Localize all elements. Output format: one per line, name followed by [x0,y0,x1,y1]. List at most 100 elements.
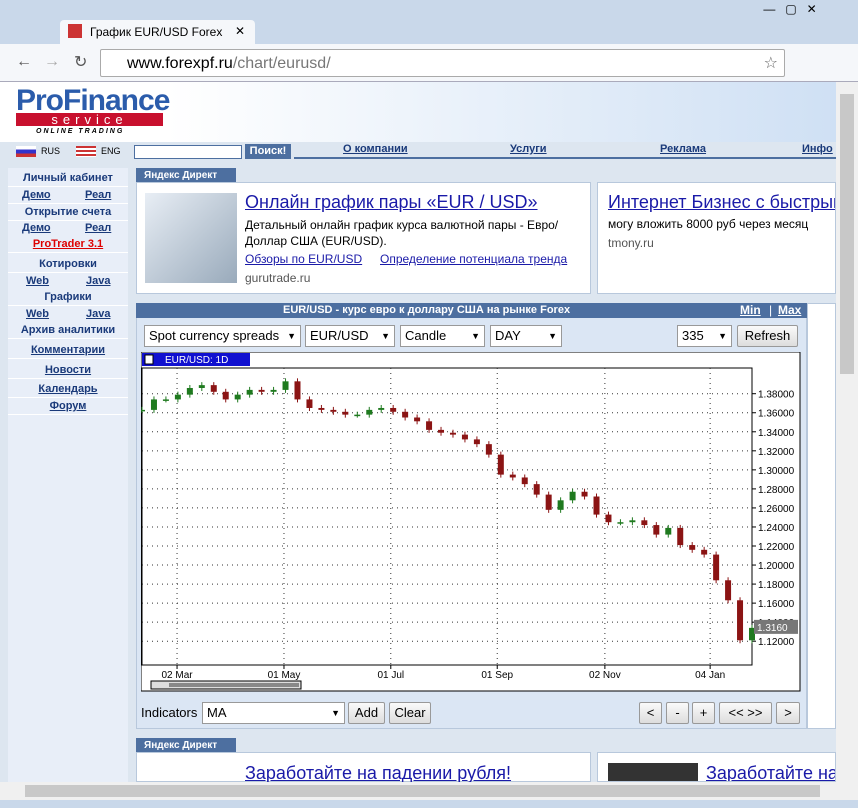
ad[interactable]: Онлайн график пары «EUR / USD» Детальный… [136,182,591,294]
sidebar-link[interactable]: Java [86,308,111,320]
candle [306,399,313,408]
candle [318,407,325,410]
y-tick-label: 1.32000 [758,447,795,458]
sidebar-header: Архив аналитики [8,322,128,339]
nav-button[interactable]: + [692,702,715,724]
x-tick-label: 01 Sep [481,670,513,681]
candle [593,496,600,515]
sidebar-link[interactable]: Форум [8,398,128,415]
header [0,82,836,142]
candle [198,385,205,388]
tab[interactable]: График EUR/USD Forex ✕ [60,20,255,44]
y-tick-label: 1.20000 [758,561,795,572]
sidebar-link[interactable]: Комментарии [8,342,128,359]
nav-link[interactable]: Реклама [660,143,707,155]
ad-title[interactable]: Интернет Бизнес с быстрым [608,192,836,212]
x-tick-label: 02 Mar [161,670,193,681]
lang-en[interactable]: ENG [101,146,121,156]
nav-button[interactable]: - [666,702,689,724]
ad-domain: tmony.ru [608,236,654,250]
y-tick-label: 1.28000 [758,485,795,496]
ad-title[interactable]: Заработайте на падении рубля! [245,763,512,783]
candle [210,385,217,392]
sidebar-link[interactable]: Новости [8,362,128,379]
forward[interactable]: → [44,53,60,70]
candle [222,391,229,400]
candle [141,409,145,412]
y-tick-label: 1.16000 [758,599,795,610]
add-button[interactable]: Add [348,702,385,724]
vertical-scrollbar[interactable] [836,82,858,782]
chart-tag: EUR/USD: 1D [165,355,228,366]
bars-input[interactable]: 335 [677,325,732,347]
flag-ru[interactable] [16,146,36,157]
select[interactable]: EUR/USD [305,325,395,347]
logo-sub: service [16,113,163,126]
candle [473,439,480,445]
select[interactable]: MA [202,702,345,724]
price-tag: 1.3160 [757,623,788,634]
scroll-thumb[interactable] [840,94,854,374]
nav-button[interactable]: << >> [719,702,772,724]
ad-link[interactable]: Обзоры по EUR/USD [245,252,363,266]
candle [569,491,576,501]
scroll-thumb[interactable] [25,785,820,797]
tagline: ONLINE TRADING [36,128,125,135]
ad[interactable]: Интернет Бизнес с быстрым могу вложить 8… [597,182,836,294]
candle [653,525,660,535]
candle [689,545,696,550]
ad-title[interactable]: Заработайте на [706,763,836,782]
candle [342,411,349,415]
nav-link[interactable]: Услуги [510,143,547,155]
candle [617,522,624,524]
lang-ru[interactable]: RUS [41,146,61,156]
sidebar-link[interactable]: Java [86,275,111,287]
ad-title[interactable]: Онлайн график пары «EUR / USD» [245,192,538,212]
nav-link[interactable]: О компании [343,143,408,155]
ad[interactable]: Заработайте на [597,752,836,782]
sidebar-header: Графики [8,289,128,306]
y-tick-label: 1.36000 [758,409,795,420]
reload[interactable]: ↻ [74,54,88,71]
ad-image [608,763,698,781]
side-widget [807,303,836,729]
sidebar-link[interactable]: Демо [22,222,51,234]
indicators-label: Indicators [141,705,198,720]
ad-link[interactable]: Определение потенциала тренда [380,252,568,266]
nav-link[interactable]: Инфо [802,143,833,155]
panel-title: EUR/USD - курс евро к доллару США на рын… [136,303,807,318]
back[interactable]: ← [16,53,32,70]
sidebar-link[interactable]: Web [26,275,50,287]
sidebar-link[interactable]: Реал [85,189,112,201]
refresh-button[interactable]: Refresh [737,325,798,347]
clear-button[interactable]: Clear [389,702,431,724]
sidebar-link[interactable]: Web [26,308,50,320]
candle [426,421,433,430]
sidebar-link[interactable]: Календарь [8,381,128,398]
nav-button[interactable]: > [776,702,800,724]
address-bar[interactable]: www.forexpf.ru/chart/eurusd/ ☆ [100,49,785,77]
sidebar-link[interactable]: Демо [22,189,51,201]
nav-line [294,157,836,159]
star[interactable]: ☆ [763,55,778,72]
candle [521,477,528,485]
window-border [0,800,858,808]
select[interactable]: Candle [400,325,485,347]
y-tick-label: 1.18000 [758,580,795,591]
max-link[interactable]: Max [778,303,802,317]
search-input[interactable] [134,145,242,159]
window-controls[interactable]: — ▢ ✕ [760,2,817,16]
sidebar-link[interactable]: ProTrader 3.1 [8,236,128,253]
horizontal-scrollbar[interactable] [0,782,858,800]
tab-close[interactable]: ✕ [235,24,246,38]
sidebar-link[interactable]: Реал [85,222,112,234]
x-tick-label: 02 Nov [589,670,621,681]
nav-button[interactable]: < [639,702,662,724]
search-button[interactable]: Поиск! [245,144,291,159]
min-link[interactable]: Min [740,303,761,318]
select[interactable]: DAY [490,325,562,347]
select[interactable]: Spot currency spreads [144,325,301,347]
candle [629,520,636,523]
ad[interactable]: Заработайте на падении рубля! [136,752,591,783]
flag-en[interactable] [76,146,96,157]
